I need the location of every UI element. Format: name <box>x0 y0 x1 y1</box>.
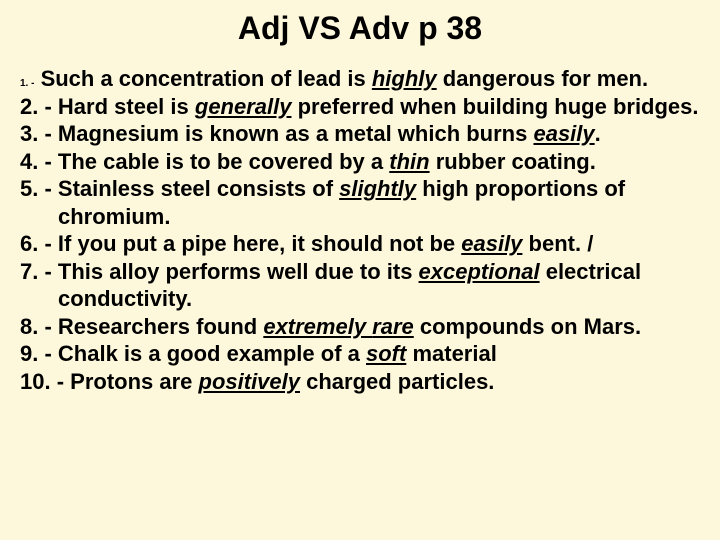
item-number: 6. - <box>20 231 52 256</box>
item-text-pre: Such a concentration of lead is <box>34 66 371 91</box>
content-list: 1. - Such a concentration of lead is hig… <box>20 65 700 395</box>
item-text-pre: If you put a pipe here, it should not be <box>52 231 461 256</box>
list-item: 8. - Researchers found extremely rare co… <box>20 313 700 341</box>
item-text-post: . <box>595 121 601 146</box>
list-item: 4. - The cable is to be covered by a thi… <box>20 148 700 176</box>
item-text-post: bent. / <box>522 231 593 256</box>
item-text-post: compounds on Mars. <box>414 314 641 339</box>
item-text-post: material <box>406 341 497 366</box>
list-item: 3. - Magnesium is known as a metal which… <box>20 120 700 148</box>
item-number: 7. - <box>20 259 52 284</box>
item-number: 10. - <box>20 369 64 394</box>
item-text-pre: Researchers found <box>52 314 264 339</box>
item-text-post: preferred when building huge bridges. <box>291 94 698 119</box>
item-text-pre: Chalk is a good example of a <box>52 341 366 366</box>
item-keyword: slightly <box>339 176 416 201</box>
list-item: 2. - Hard steel is generally preferred w… <box>20 93 700 121</box>
item-keyword: easily <box>533 121 594 146</box>
slide-container: Adj VS Adv p 38 1. - Such a concentratio… <box>0 0 720 540</box>
item-number: 9. - <box>20 341 52 366</box>
item-number: 4. - <box>20 149 52 174</box>
item-text-pre: Magnesium is known as a metal which burn… <box>52 121 534 146</box>
list-item: 6. - If you put a pipe here, it should n… <box>20 230 700 258</box>
slide-title: Adj VS Adv p 38 <box>20 10 700 47</box>
item-keyword: extremely <box>263 314 372 339</box>
item-number: 1. - <box>20 78 34 89</box>
list-item: 9. - Chalk is a good example of a soft m… <box>20 340 700 368</box>
item-keyword: exceptional <box>419 259 540 284</box>
list-item: 10. - Protons are positively charged par… <box>20 368 700 396</box>
item-text-pre: Hard steel is <box>52 94 195 119</box>
list-item: 7. - This alloy performs well due to its… <box>20 258 700 313</box>
item-number: 8. - <box>20 314 52 339</box>
item-keyword: soft <box>366 341 406 366</box>
item-text-pre: The cable is to be covered by a <box>52 149 389 174</box>
item-text-pre: Stainless steel consists of <box>52 176 339 201</box>
item-keyword: highly <box>372 66 437 91</box>
list-item: 5. - Stainless steel consists of slightl… <box>20 175 700 230</box>
item-number: 2. - <box>20 94 52 119</box>
item-keyword: positively <box>199 369 300 394</box>
list-item: 1. - Such a concentration of lead is hig… <box>20 65 700 93</box>
item-text-post: dangerous for men. <box>437 66 648 91</box>
item-number: 3. - <box>20 121 52 146</box>
item-keyword: easily <box>461 231 522 256</box>
item-keyword: thin <box>389 149 429 174</box>
item-keyword: generally <box>195 94 292 119</box>
item-keyword-2: rare <box>372 314 414 339</box>
item-text-pre: This alloy performs well due to its <box>52 259 419 284</box>
item-number: 5. - <box>20 176 52 201</box>
item-text-post: charged particles. <box>300 369 494 394</box>
item-text-post: rubber coating. <box>430 149 596 174</box>
item-text-pre: Protons are <box>64 369 198 394</box>
